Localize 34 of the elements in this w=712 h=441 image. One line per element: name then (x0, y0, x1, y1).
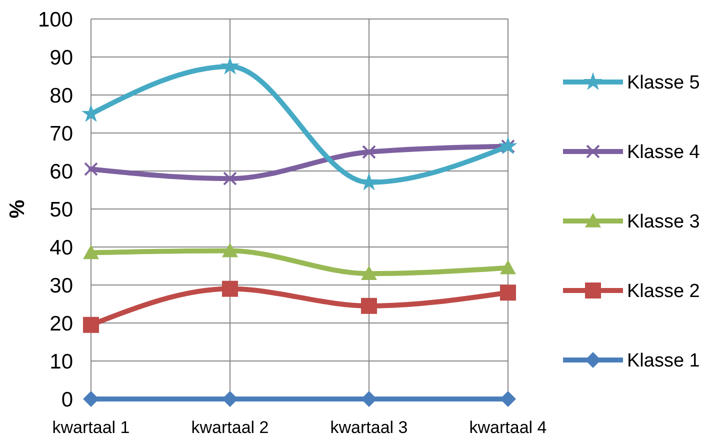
point (500, 284, 516, 301)
point (500, 260, 516, 274)
point (362, 145, 376, 159)
x-tick-label: kwartaal 4 (469, 418, 547, 437)
point (83, 316, 99, 333)
legend-label: Klasse 3 (627, 212, 700, 233)
point (83, 244, 99, 260)
legend-label: Klasse 2 (627, 281, 700, 302)
legend-label: Klasse 1 (627, 350, 700, 372)
legend-label: Klasse 4 (627, 142, 700, 164)
y-tick-label: 80 (50, 84, 73, 108)
y-tick-label: 10 (50, 350, 73, 374)
point (84, 162, 98, 176)
y-tick-label: 60 (50, 160, 73, 184)
point (222, 242, 238, 258)
point (361, 298, 377, 314)
y-tick-label: 50 (50, 198, 73, 222)
point (361, 266, 377, 280)
y-tick-label: 20 (50, 312, 73, 336)
y-axis-title: % (6, 199, 29, 218)
y-tick-label: 30 (50, 274, 73, 298)
y-tick-label: 0 (61, 388, 73, 412)
x-tick-label: kwartaal 3 (330, 418, 408, 437)
point (223, 172, 237, 186)
legend-label: Klasse 5 (627, 72, 700, 94)
point (222, 280, 238, 297)
y-tick-label: 40 (50, 236, 73, 260)
y-tick-label: 70 (50, 122, 73, 146)
y-tick-label: 90 (50, 46, 73, 70)
y-tick-label: 100 (38, 8, 73, 32)
x-tick-label: kwartaal 2 (191, 418, 269, 437)
point (498, 136, 518, 154)
point (220, 56, 240, 75)
x-tick-label: kwartaal 1 (52, 418, 130, 437)
